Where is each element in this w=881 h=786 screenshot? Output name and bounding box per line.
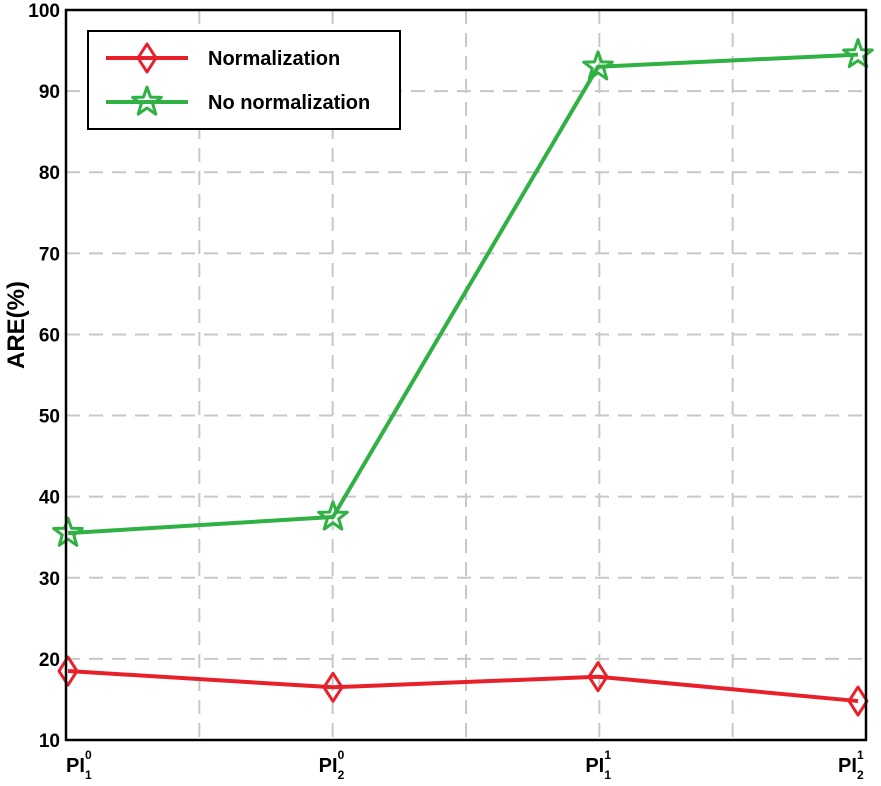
data-point-star xyxy=(317,500,349,531)
y-tick-label: 40 xyxy=(39,488,60,509)
x-axis-ticks: PI 01 PI 02 PI 11 PI 12 xyxy=(66,748,864,782)
series-1 xyxy=(57,655,869,717)
grid-lines xyxy=(66,10,866,740)
legend-marker-diamond xyxy=(136,42,158,74)
data-point-star xyxy=(52,516,84,547)
y-tick-label: 80 xyxy=(39,163,60,184)
x-tick-base: PI xyxy=(66,755,85,777)
plot-frame xyxy=(64,8,868,742)
y-tick-label: 90 xyxy=(39,82,60,103)
y-tick-label: 60 xyxy=(39,325,60,346)
data-point-star xyxy=(842,38,874,69)
x-tick-base: PI xyxy=(585,755,604,777)
y-tick-label: 30 xyxy=(39,569,60,590)
x-tick-label: PI 1 1 xyxy=(585,748,611,782)
x-tick-sub: 2 xyxy=(857,768,864,782)
x-tick-sup: 1 xyxy=(857,748,864,762)
series-2 xyxy=(52,38,874,547)
x-tick-sub: 2 xyxy=(338,768,345,782)
y-tick-label: 20 xyxy=(39,650,60,671)
x-tick-sub: 1 xyxy=(85,768,92,782)
x-tick-label: PI 0 1 xyxy=(66,748,92,782)
legend-label: No normalization xyxy=(208,92,370,114)
x-tick-label: PI 0 2 xyxy=(319,748,345,782)
legend-label: Normalization xyxy=(208,48,340,70)
x-tick-sup: 0 xyxy=(338,748,345,762)
data-point-diamond xyxy=(587,661,609,693)
x-tick-sup: 1 xyxy=(604,748,611,762)
legend: Normalization No normalization xyxy=(87,30,401,130)
series-line xyxy=(67,669,859,704)
data-point-star xyxy=(582,50,614,81)
y-tick-label: 70 xyxy=(39,244,60,265)
y-axis-label: ARE(%) xyxy=(3,281,30,369)
data-point-diamond xyxy=(57,655,79,687)
y-tick-label: 10 xyxy=(39,731,60,752)
x-tick-sub: 1 xyxy=(604,768,611,782)
x-tick-base: PI xyxy=(838,755,857,777)
data-point-diamond xyxy=(322,671,344,703)
legend-item: Normalization xyxy=(106,42,340,74)
legend-item: No normalization xyxy=(106,85,370,116)
y-tick-label: 50 xyxy=(39,407,60,428)
x-tick-base: PI xyxy=(319,755,338,777)
series-group xyxy=(52,38,874,717)
y-axis-ticks: 10 20 30 40 50 60 70 80 90 100 xyxy=(28,1,60,752)
data-point-diamond xyxy=(847,685,869,717)
x-tick-label: PI 1 2 xyxy=(838,748,864,782)
legend-marker-star xyxy=(131,85,163,116)
x-tick-sup: 0 xyxy=(85,748,92,762)
series-line xyxy=(67,52,859,536)
y-tick-label: 100 xyxy=(28,1,60,22)
legend-box xyxy=(87,30,401,130)
